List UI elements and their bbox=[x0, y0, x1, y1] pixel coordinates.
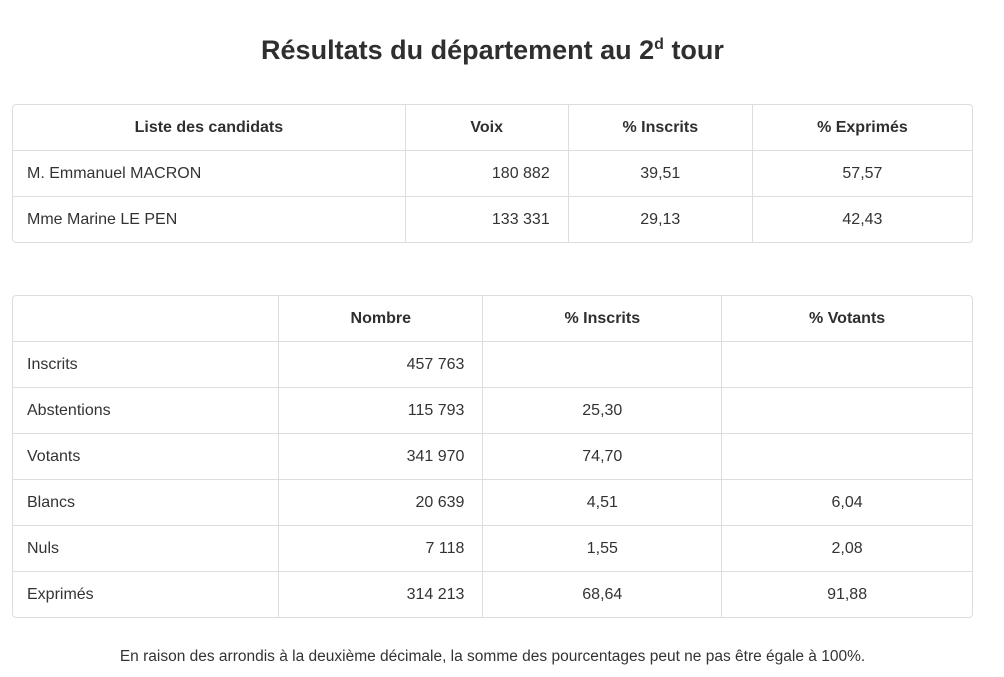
header-nombre: Nombre bbox=[278, 296, 484, 342]
row-pct-votants: 6,04 bbox=[831, 494, 863, 511]
row-pct-inscrits: 4,51 bbox=[482, 479, 723, 526]
candidates-results-card: Liste des candidats Voix % Inscrits % Ex… bbox=[12, 104, 973, 243]
row-pct-inscrits: 68,64 bbox=[482, 571, 723, 617]
participation-row-abstentions: Abstentions 115 793 25,30 bbox=[13, 387, 972, 434]
header-pct-inscrits: % Inscrits bbox=[482, 296, 723, 342]
row-pct-inscrits: 74,70 bbox=[482, 433, 723, 480]
participation-table: Nombre % Inscrits % Votants Inscrits 457… bbox=[13, 296, 972, 617]
page-title: Résultats du département au 2d tour bbox=[0, 33, 985, 67]
results-page: Résultats du département au 2d tour List… bbox=[0, 33, 985, 666]
row-pct-votants: 91,88 bbox=[827, 586, 868, 603]
candidate-pct-inscrits: 39,51 bbox=[568, 150, 753, 197]
participation-row-blancs: Blancs 20 639 4,51 6,04 bbox=[13, 479, 972, 526]
participation-card: Nombre % Inscrits % Votants Inscrits 457… bbox=[12, 295, 973, 618]
row-nombre: 457 763 bbox=[278, 341, 484, 388]
row-pct-votants bbox=[722, 388, 972, 434]
header-voix: Voix bbox=[405, 105, 569, 151]
row-pct-votants: 2,08 bbox=[831, 540, 863, 557]
rounding-footnote: En raison des arrondis à la deuxième déc… bbox=[119, 648, 866, 665]
row-pct-inscrits: 1,55 bbox=[482, 525, 723, 572]
row-nombre: 20 639 bbox=[278, 479, 484, 526]
candidate-pct-exprimes: 57,57 bbox=[842, 165, 883, 182]
header-liste-des-candidats: Liste des candidats bbox=[13, 105, 406, 151]
candidate-pct-inscrits: 29,13 bbox=[568, 196, 753, 242]
row-label: Exprimés bbox=[13, 571, 280, 617]
row-label: Abstentions bbox=[13, 387, 280, 434]
candidate-row-macron: M. Emmanuel MACRON 180 882 39,51 57,57 bbox=[13, 150, 972, 197]
participation-row-votants: Votants 341 970 74,70 bbox=[13, 433, 972, 480]
candidates-header-row: Liste des candidats Voix % Inscrits % Ex… bbox=[13, 105, 972, 151]
candidate-name: Mme Marine LE PEN bbox=[13, 196, 406, 242]
row-label: Blancs bbox=[13, 479, 280, 526]
participation-header-row: Nombre % Inscrits % Votants bbox=[13, 296, 972, 342]
candidate-voix: 180 882 bbox=[405, 150, 569, 197]
header-empty bbox=[13, 296, 280, 342]
row-pct-votants bbox=[722, 342, 972, 388]
header-pct-inscrits: % Inscrits bbox=[568, 105, 753, 151]
page-title-superscript: d bbox=[654, 36, 664, 53]
participation-row-nuls: Nuls 7 118 1,55 2,08 bbox=[13, 525, 972, 572]
page-title-suffix: tour bbox=[663, 35, 724, 65]
candidates-results-table: Liste des candidats Voix % Inscrits % Ex… bbox=[13, 105, 972, 242]
header-pct-exprimes: % Exprimés bbox=[817, 119, 908, 136]
row-label: Nuls bbox=[13, 525, 280, 572]
header-pct-votants: % Votants bbox=[809, 310, 886, 327]
row-pct-votants bbox=[722, 434, 972, 480]
candidate-name: M. Emmanuel MACRON bbox=[13, 150, 406, 197]
row-label: Inscrits bbox=[13, 341, 280, 388]
row-pct-inscrits: 25,30 bbox=[482, 387, 723, 434]
row-nombre: 115 793 bbox=[278, 387, 484, 434]
row-nombre: 7 118 bbox=[278, 525, 484, 572]
candidate-row-le-pen: Mme Marine LE PEN 133 331 29,13 42,43 bbox=[13, 196, 972, 242]
participation-row-inscrits: Inscrits 457 763 bbox=[13, 341, 972, 388]
row-label: Votants bbox=[13, 433, 280, 480]
row-nombre: 341 970 bbox=[278, 433, 484, 480]
candidate-pct-exprimes: 42,43 bbox=[842, 211, 883, 228]
participation-row-exprimes: Exprimés 314 213 68,64 91,88 bbox=[13, 571, 972, 617]
page-title-text: Résultats du département au 2 bbox=[261, 35, 655, 65]
row-pct-inscrits bbox=[482, 341, 723, 388]
row-nombre: 314 213 bbox=[278, 571, 484, 617]
candidate-voix: 133 331 bbox=[405, 196, 569, 242]
